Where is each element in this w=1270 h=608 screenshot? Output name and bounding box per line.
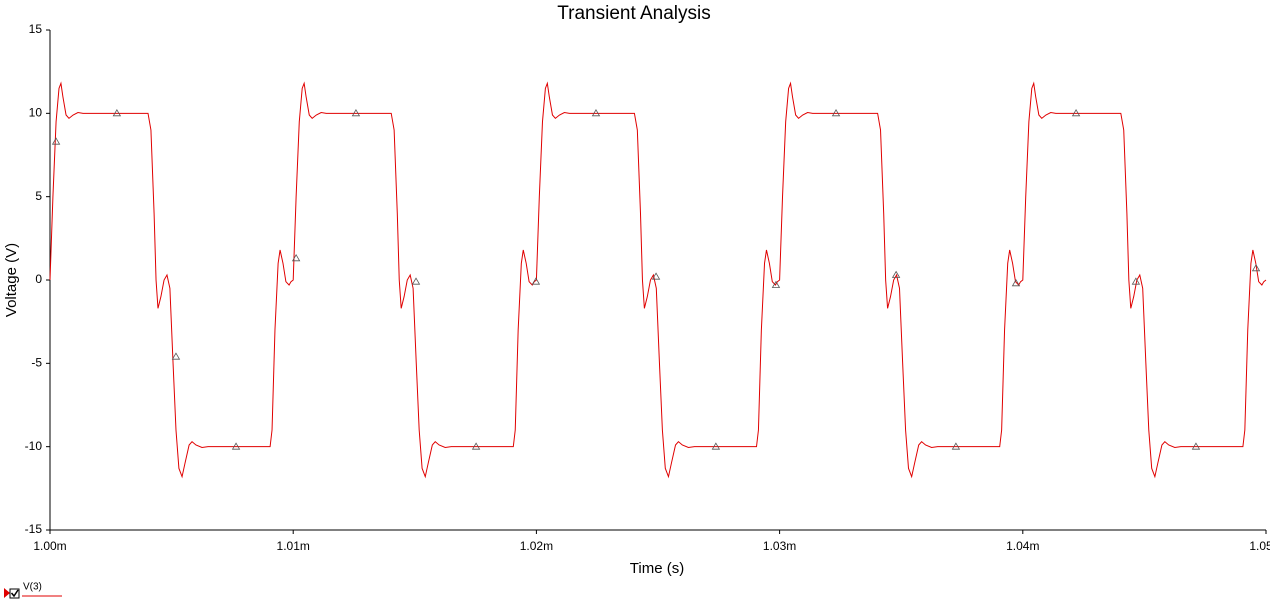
trace-marker — [891, 270, 901, 278]
trace-marker — [112, 109, 122, 117]
trace-marker — [171, 352, 181, 360]
y-tick-label: 0 — [35, 272, 42, 286]
trace-marker — [711, 442, 721, 450]
trace-marker — [51, 137, 61, 145]
chart-title: Transient Analysis — [557, 3, 710, 24]
trace-marker — [771, 280, 781, 288]
x-tick-label: 1.04m — [1006, 539, 1039, 553]
trace-marker — [231, 442, 241, 450]
legend: V(3) — [4, 582, 62, 599]
trace-marker — [651, 272, 661, 280]
trace-marker — [591, 109, 601, 117]
y-tick-label: 15 — [29, 22, 43, 36]
trace-marker — [1131, 277, 1141, 285]
y-tick-label: -15 — [25, 522, 43, 536]
x-axis-title: Time (s) — [630, 560, 684, 577]
y-tick-label: 5 — [35, 189, 42, 203]
x-tick-label: 1.03m — [763, 539, 796, 553]
x-tick-label: 1.02m — [520, 539, 553, 553]
series-line — [49, 81, 1267, 479]
trace-marker — [1191, 442, 1201, 450]
trace-marker — [291, 254, 301, 262]
trace-marker — [471, 442, 481, 450]
legend-label: V(3) — [23, 582, 42, 593]
x-tick-label: 1.00m — [33, 539, 66, 553]
y-axis-title: Voltage (V) — [3, 243, 20, 317]
trace-marker — [1251, 264, 1261, 272]
x-tick-label: 1.01m — [277, 539, 310, 553]
legend-check — [10, 589, 19, 598]
x-tick-label: 1.05m — [1249, 539, 1270, 553]
legend-pointer — [4, 588, 10, 598]
trace-marker — [1071, 109, 1081, 117]
y-tick-label: 10 — [29, 106, 43, 120]
trace-marker — [1011, 279, 1021, 287]
trace-marker — [531, 277, 541, 285]
y-tick-label: -10 — [25, 439, 43, 453]
y-tick-label: -5 — [31, 356, 42, 370]
legend-checkbox[interactable] — [9, 588, 20, 599]
trace-marker — [831, 109, 841, 117]
trace-marker — [351, 109, 361, 117]
trace-marker — [411, 277, 421, 285]
trace-marker — [951, 442, 961, 450]
